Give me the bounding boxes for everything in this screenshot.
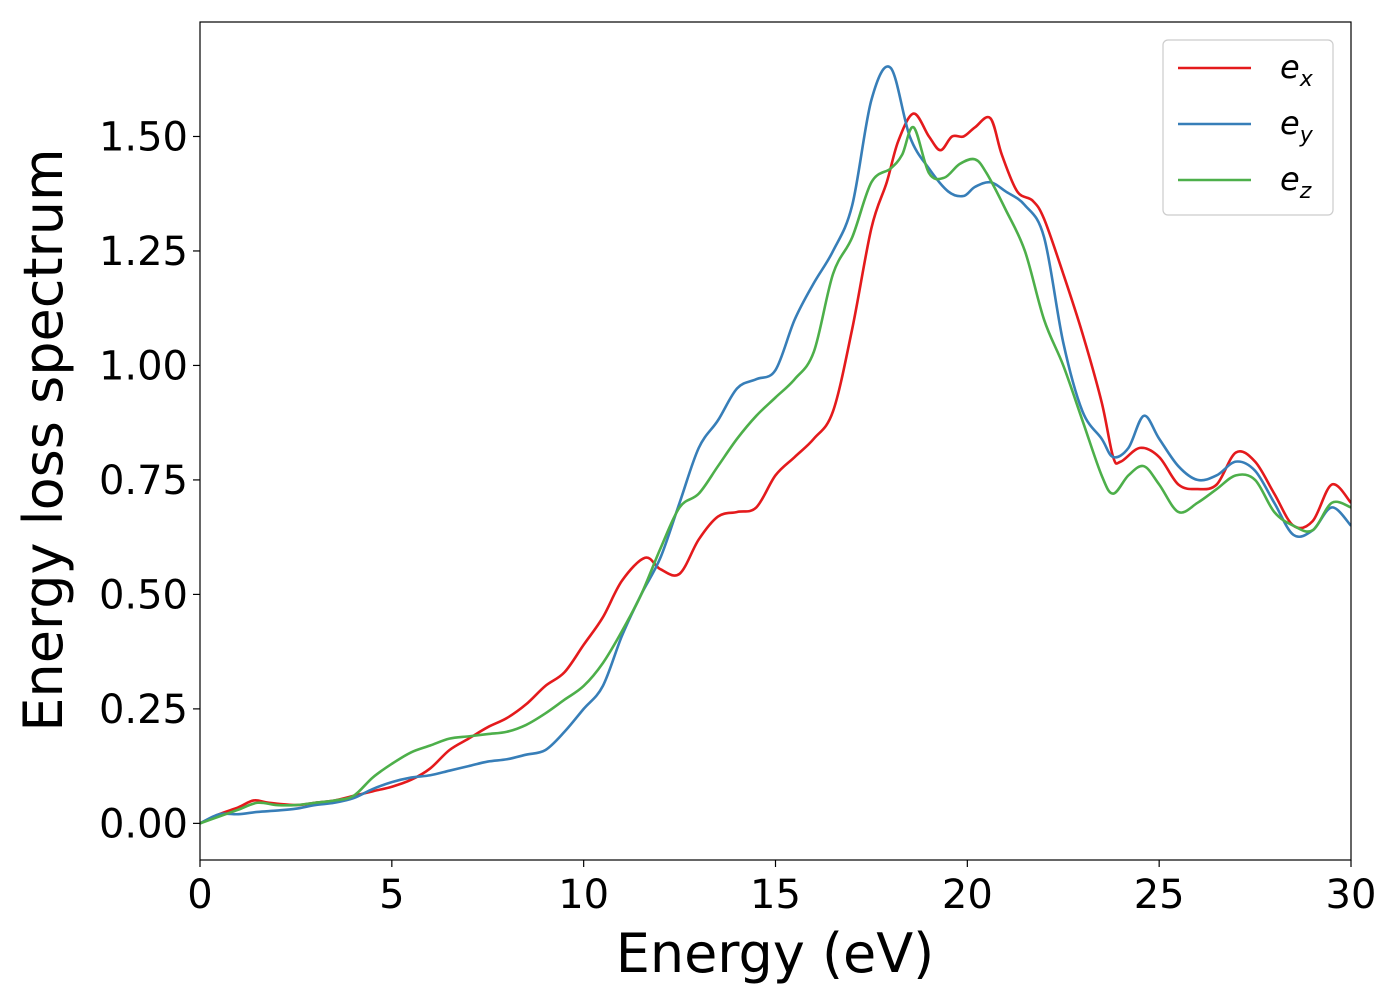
legend-box <box>1162 39 1334 216</box>
y-tick-label: 1.25 <box>99 229 188 275</box>
series-line-e-x <box>200 112 1351 825</box>
legend-label: ey <box>1280 104 1314 148</box>
x-tick-label: 10 <box>558 872 609 918</box>
y-tick-label: 0.50 <box>99 572 188 618</box>
series-line-e-y <box>200 65 1351 825</box>
legend-label: ez <box>1280 160 1312 204</box>
legend: ex ey ez <box>1162 39 1334 216</box>
x-tick-label: 15 <box>750 872 801 918</box>
x-tick-label: 20 <box>942 872 993 918</box>
plot-area <box>199 21 1352 861</box>
x-tick-label: 5 <box>379 872 404 918</box>
legend-label: ex <box>1280 48 1314 92</box>
x-tick-label: 25 <box>1134 872 1185 918</box>
y-axis-title: Energy loss spectrum <box>12 148 75 731</box>
y-tick-label: 0.25 <box>99 687 188 733</box>
y-tick-label: 1.50 <box>99 114 188 160</box>
y-tick-label: 1.00 <box>99 343 188 389</box>
y-axis-ticks: 0.00 0.25 0.50 0.75 1.00 1.25 1.50 <box>99 114 200 847</box>
y-tick-label: 0.75 <box>99 458 188 504</box>
series-line-e-z <box>200 126 1351 825</box>
y-tick-label: 0.00 <box>99 801 188 847</box>
x-tick-label: 30 <box>1326 872 1377 918</box>
x-tick-label: 0 <box>187 872 212 918</box>
x-axis-ticks: 0 5 10 15 20 25 30 <box>187 860 1376 918</box>
x-axis-title: Energy (eV) <box>616 922 935 985</box>
